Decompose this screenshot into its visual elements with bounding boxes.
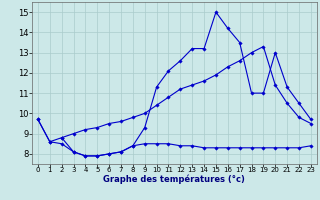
X-axis label: Graphe des températures (°c): Graphe des températures (°c) <box>103 175 245 184</box>
